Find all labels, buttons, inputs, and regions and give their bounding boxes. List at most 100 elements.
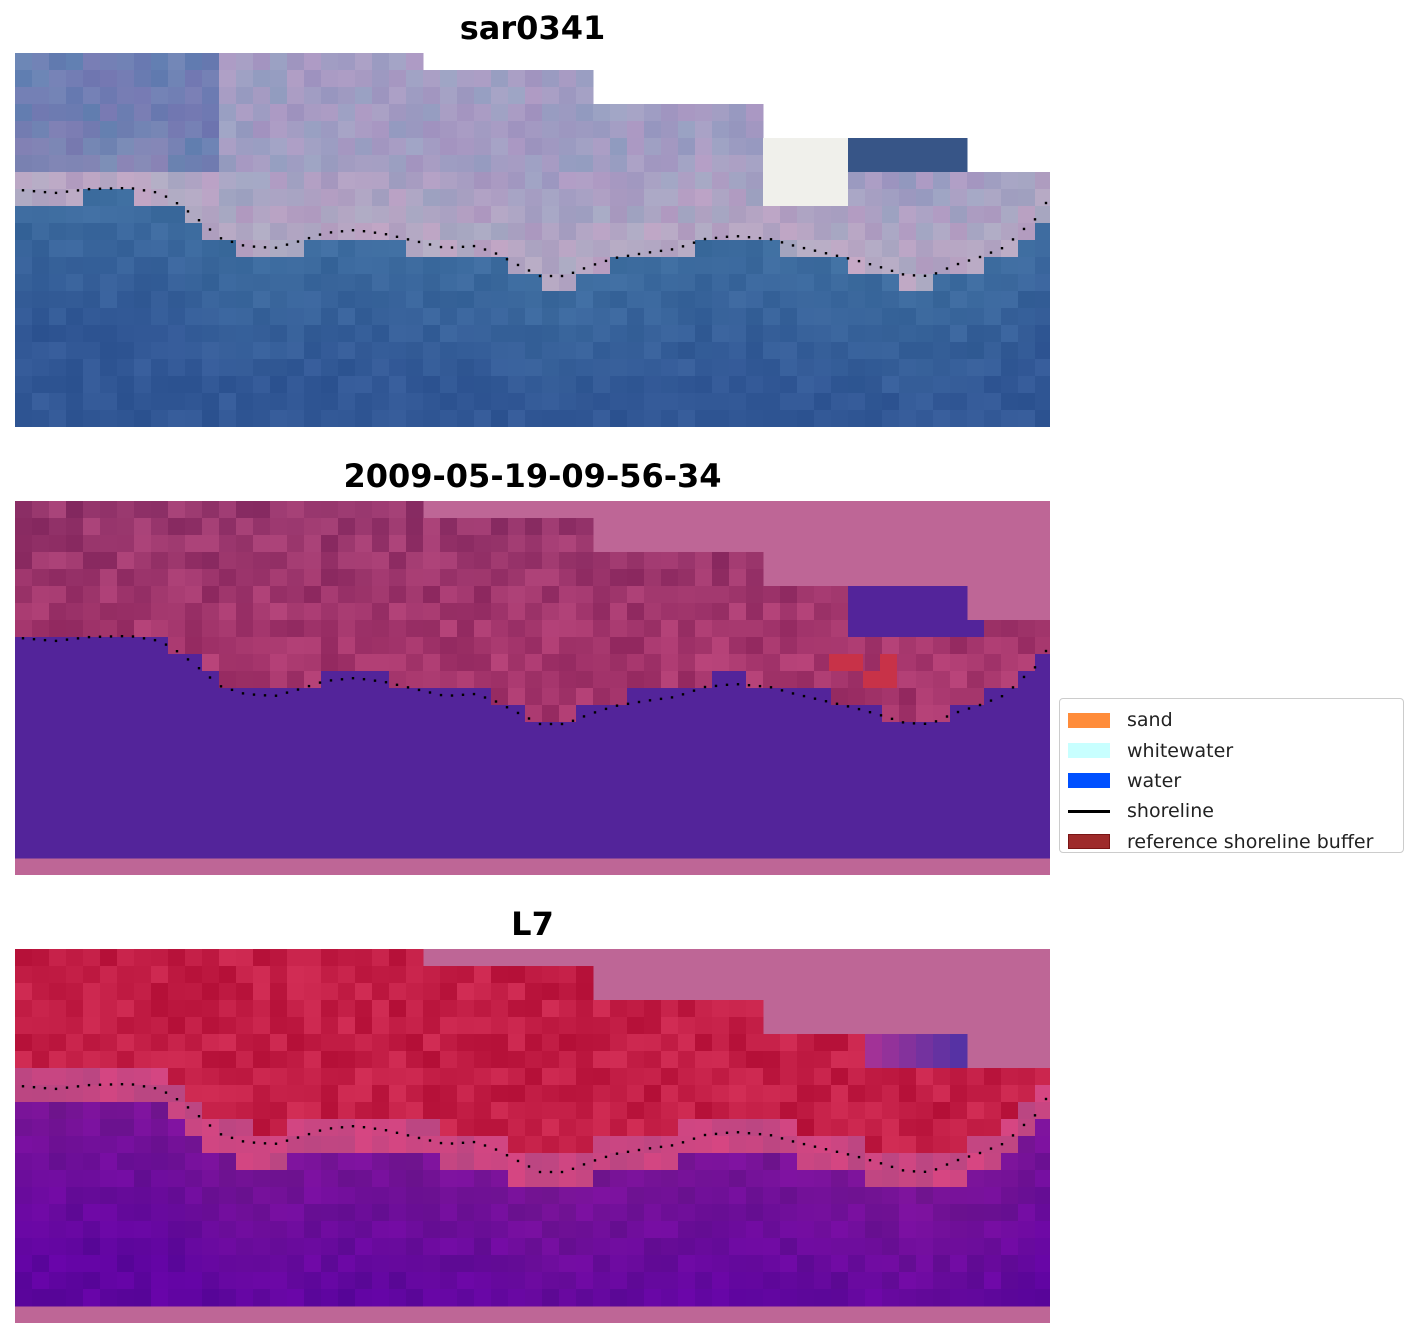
class-pixel <box>83 824 101 842</box>
index-pixel <box>185 1000 203 1018</box>
rgb-pixel <box>950 155 968 173</box>
rgb-pixel <box>287 206 305 224</box>
class-pixel <box>49 722 67 740</box>
index-pixel <box>32 1272 50 1290</box>
index-pixel <box>848 1119 866 1137</box>
rgb-pixel <box>627 104 645 122</box>
index-pixel <box>763 1136 781 1154</box>
rgb-pixel <box>865 342 883 360</box>
index-pixel <box>729 1017 747 1035</box>
panel-title-index: L7 <box>511 905 554 943</box>
class-pixel <box>542 603 560 621</box>
index-pixel <box>253 1289 271 1307</box>
rgb-pixel <box>848 206 866 224</box>
shoreline-point <box>395 683 399 686</box>
class-pixel <box>491 637 509 655</box>
class-pixel <box>219 620 237 638</box>
class-pixel <box>287 569 305 587</box>
class-pixel <box>1018 739 1036 757</box>
rgb-pixel <box>270 376 288 394</box>
rgb-pixel <box>219 138 237 156</box>
class-pixel <box>712 773 730 791</box>
class-pixel <box>916 773 934 791</box>
shoreline-point <box>32 1086 36 1089</box>
class-pixel <box>117 518 135 536</box>
shoreline-point <box>923 274 927 277</box>
class-pixel <box>321 535 339 553</box>
index-pixel <box>321 1000 339 1018</box>
class-pixel <box>151 603 169 621</box>
class-pixel <box>678 569 696 587</box>
class-pixel <box>695 586 713 604</box>
index-pixel <box>474 1221 492 1239</box>
class-pixel <box>338 552 356 570</box>
index-pixel <box>729 1119 747 1137</box>
index-pixel <box>372 1085 390 1103</box>
class-pixel <box>151 824 169 842</box>
class-pixel <box>270 637 288 655</box>
index-pixel <box>270 949 288 967</box>
shoreline-point <box>593 1159 597 1162</box>
rgb-pixel <box>882 359 900 377</box>
rgb-pixel <box>338 223 356 241</box>
index-pixel <box>253 949 271 967</box>
class-pixel <box>814 841 832 859</box>
class-pixel <box>457 603 475 621</box>
index-pixel <box>610 1221 628 1239</box>
index-pixel <box>389 1068 407 1086</box>
class-pixel <box>763 603 781 621</box>
rgb-pixel <box>15 223 33 241</box>
class-pixel <box>797 807 815 825</box>
rgb-pixel <box>763 376 781 394</box>
rgb-pixel <box>185 87 203 105</box>
index-pixel <box>491 1187 509 1205</box>
rgb-pixel <box>185 240 203 258</box>
index-pixel <box>780 1238 798 1256</box>
class-pixel <box>151 773 169 791</box>
rgb-pixel <box>389 206 407 224</box>
class-pixel <box>933 603 951 621</box>
class-pixel <box>865 620 883 638</box>
class-pixel <box>321 722 339 740</box>
index-pixel <box>151 1000 169 1018</box>
index-pixel <box>1018 1272 1036 1290</box>
rgb-pixel <box>49 223 67 241</box>
shoreline-point <box>384 681 388 684</box>
class-pixel <box>151 637 169 655</box>
class-pixel <box>763 688 781 706</box>
class-pixel <box>49 790 67 808</box>
class-pixel <box>1001 705 1019 723</box>
class-pixel <box>882 756 900 774</box>
rgb-pixel <box>304 376 322 394</box>
class-pixel <box>440 620 458 638</box>
rgb-pixel <box>321 223 339 241</box>
rgb-pixel <box>644 121 662 139</box>
index-pixel <box>83 1085 101 1103</box>
rgb-pixel <box>661 189 679 207</box>
index-pixel <box>236 1136 254 1154</box>
index-pixel <box>661 1204 679 1222</box>
rgb-pixel <box>253 104 271 122</box>
rgb-pixel <box>882 342 900 360</box>
rgb-pixel <box>610 342 628 360</box>
rgb-pixel <box>899 223 917 241</box>
index-pixel <box>134 1017 152 1035</box>
shoreline-point <box>791 1140 795 1143</box>
class-pixel <box>950 603 968 621</box>
rgb-pixel <box>457 189 475 207</box>
rgb-pixel <box>814 342 832 360</box>
shoreline-point <box>791 692 795 695</box>
rgb-pixel <box>814 257 832 275</box>
rgb-pixel <box>661 206 679 224</box>
index-pixel <box>151 983 169 1001</box>
index-pixel <box>831 1136 849 1154</box>
class-pixel <box>916 739 934 757</box>
rgb-pixel <box>168 121 186 139</box>
rgb-pixel <box>746 240 764 258</box>
class-pixel <box>117 671 135 689</box>
class-pixel <box>678 671 696 689</box>
class-pixel <box>185 518 203 536</box>
rgb-pixel <box>627 138 645 156</box>
rgb-pixel <box>49 359 67 377</box>
rgb-pixel <box>287 155 305 173</box>
